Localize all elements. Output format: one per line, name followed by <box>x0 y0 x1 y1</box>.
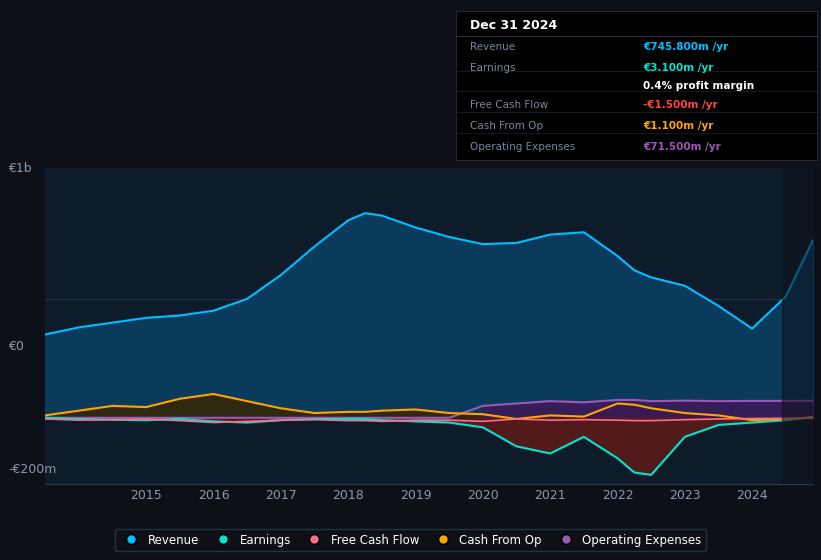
Text: -€1.500m /yr: -€1.500m /yr <box>644 100 718 110</box>
Text: €0: €0 <box>8 340 24 353</box>
Text: Earnings: Earnings <box>470 63 516 73</box>
Text: 0.4% profit margin: 0.4% profit margin <box>644 81 754 91</box>
FancyBboxPatch shape <box>456 11 817 160</box>
Text: Cash From Op: Cash From Op <box>470 121 544 131</box>
Text: Revenue: Revenue <box>470 43 516 53</box>
Text: Operating Expenses: Operating Expenses <box>470 142 576 152</box>
Text: Free Cash Flow: Free Cash Flow <box>470 100 548 110</box>
Text: €1.100m /yr: €1.100m /yr <box>644 121 714 131</box>
Bar <box>782 168 819 484</box>
Text: €1b: €1b <box>8 162 32 175</box>
Text: €71.500m /yr: €71.500m /yr <box>644 142 722 152</box>
Legend: Revenue, Earnings, Free Cash Flow, Cash From Op, Operating Expenses: Revenue, Earnings, Free Cash Flow, Cash … <box>115 529 706 551</box>
Text: €745.800m /yr: €745.800m /yr <box>644 43 728 53</box>
Text: -€200m: -€200m <box>8 464 57 477</box>
Text: Dec 31 2024: Dec 31 2024 <box>470 18 557 31</box>
Text: €3.100m /yr: €3.100m /yr <box>644 63 714 73</box>
